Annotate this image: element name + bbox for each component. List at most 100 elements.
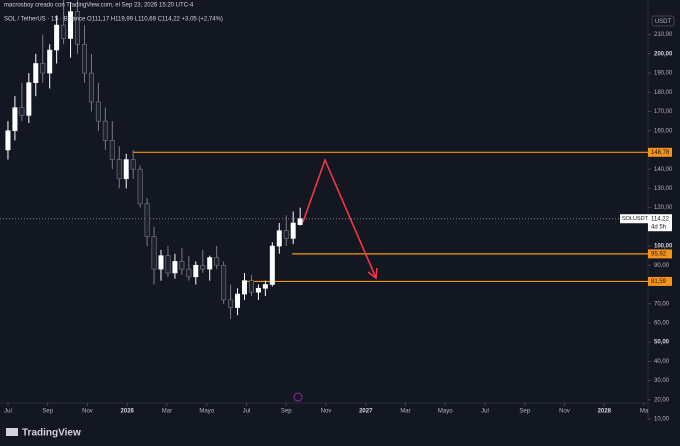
x-tick-label: Sep (42, 409, 53, 415)
x-tick-label: 2028 (598, 409, 612, 415)
candle-body (283, 230, 289, 239)
candle-body (158, 255, 164, 270)
x-tick-label: Ma (640, 409, 649, 415)
y-tick-label: 40,00 (654, 359, 670, 365)
candle-body (290, 222, 296, 239)
symbol-tag (620, 214, 648, 224)
x-tick-label: Jul (481, 409, 489, 415)
candle-body (26, 82, 32, 116)
candle-body (193, 264, 199, 278)
candle-body (19, 107, 25, 116)
level-label: 148,78 (651, 150, 670, 156)
candle-body (109, 140, 115, 160)
candle-body (33, 63, 39, 84)
candle-body (12, 107, 18, 132)
x-tick-label: Mar (400, 409, 410, 415)
y-tick-label: 130,00 (654, 186, 673, 192)
candle-body (207, 257, 213, 270)
y-tick-label: 30,00 (654, 378, 670, 384)
candle-body (54, 24, 60, 51)
symbol-line: SOL / TetherUS · 1S · Binance O111,17 H1… (4, 17, 223, 23)
level-label: 95,92 (651, 251, 667, 257)
y-tick-label: 190,00 (654, 71, 673, 77)
candle-body (255, 288, 261, 293)
candle-body (228, 299, 234, 308)
candle-body (262, 284, 268, 289)
y-tick-label: 170,00 (654, 109, 673, 115)
y-tick-label: 10,00 (654, 417, 670, 423)
price-tag (648, 214, 672, 232)
x-tick-label: Nov (82, 409, 93, 415)
candle-body (151, 236, 157, 270)
candle-body (123, 159, 129, 180)
candle-body (75, 11, 81, 45)
candle-body (5, 130, 11, 151)
x-tick-label: Nov (559, 409, 570, 415)
level-tag (648, 249, 672, 259)
logo-icon (6, 428, 18, 436)
x-tick-label: 2027 (359, 409, 373, 415)
y-tick-label: 100,00 (654, 244, 673, 250)
currency: USDT (655, 19, 672, 25)
candle-body (241, 280, 247, 295)
y-tick-label: 160,00 (654, 128, 673, 134)
candle-body (88, 72, 94, 103)
x-tick-label: Jul (4, 409, 12, 415)
candle-body (68, 11, 74, 39)
level-tag (648, 276, 672, 286)
candle-body (179, 261, 185, 270)
candle-body (40, 63, 46, 74)
level-tag (648, 147, 672, 157)
candle-body (221, 264, 227, 301)
level-label: 81,59 (651, 279, 667, 285)
x-tick-label: Jul (243, 409, 251, 415)
candle-body (81, 43, 87, 74)
y-tick-label: 210,00 (654, 32, 673, 38)
x-tick-label: 2026 (121, 409, 135, 415)
y-tick-label: 140,00 (654, 167, 673, 173)
candle-body (214, 257, 220, 266)
candle-body (200, 264, 206, 270)
y-tick-label: 120,00 (654, 205, 673, 211)
brand: TradingView (22, 428, 81, 439)
countdown-label: 4d 5h (651, 224, 666, 230)
candle-body (235, 293, 241, 308)
x-tick-label: Nov (321, 409, 332, 415)
candle-body (137, 168, 143, 205)
y-tick-label: 70,00 (654, 301, 670, 307)
y-tick-label: 60,00 (654, 320, 670, 326)
candle-body (297, 218, 303, 225)
credit: macrosboy creado con TradingView.com, el… (4, 3, 194, 9)
candle-body (47, 49, 53, 74)
arrow-head (367, 267, 378, 280)
y-tick-label: 180,00 (654, 90, 673, 96)
y-tick-label: 50,00 (654, 340, 670, 346)
symbol-label: SOLUSDT (622, 216, 649, 222)
candle-body (102, 120, 108, 141)
candle-body (276, 230, 282, 247)
currency-box[interactable] (651, 15, 675, 27)
event-icon[interactable] (293, 392, 303, 402)
candle-body (116, 159, 122, 180)
x-tick-label: Sep (281, 409, 292, 415)
candle-body (248, 280, 254, 293)
price-label: 114,22 (651, 216, 670, 222)
candle-body (130, 159, 136, 170)
plot (0, 0, 648, 320)
x-tick-label: Mayo (199, 409, 214, 415)
y-tick-label: 90,00 (654, 263, 670, 269)
candle-body (172, 261, 178, 274)
y-tick-label: 20,00 (654, 397, 670, 403)
x-tick-label: Mayo (438, 409, 453, 415)
y-tick-label: 200,00 (654, 51, 673, 57)
x-tick-label: Mar (162, 409, 172, 415)
candle-body (269, 245, 275, 285)
forecast-arrow (302, 157, 377, 279)
candle-body (144, 203, 150, 237)
candle-body (186, 268, 192, 278)
x-tick-label: Sep (519, 409, 530, 415)
candle-body (95, 101, 101, 122)
